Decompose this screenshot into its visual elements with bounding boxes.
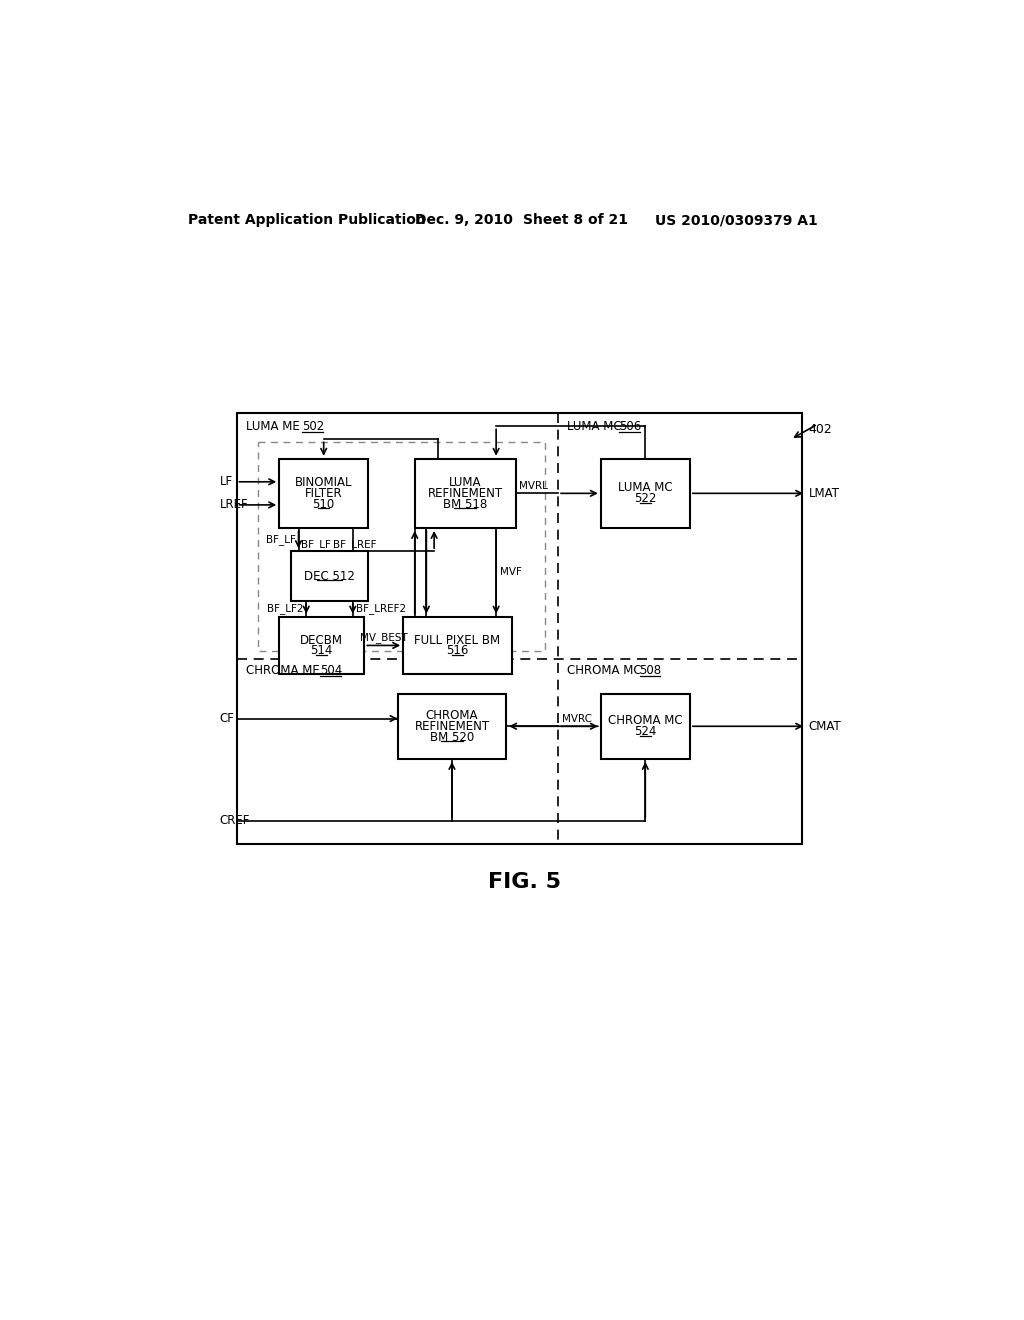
- Text: 506: 506: [620, 420, 642, 433]
- Text: LUMA ME: LUMA ME: [246, 420, 303, 433]
- Text: REFINEMENT: REFINEMENT: [428, 487, 503, 500]
- Text: BF_LF2: BF_LF2: [266, 603, 303, 614]
- Text: BF_LF: BF_LF: [265, 535, 295, 545]
- Text: BF_LREF: BF_LREF: [334, 540, 377, 550]
- Text: CHROMA: CHROMA: [426, 709, 478, 722]
- Text: BM 518: BM 518: [443, 498, 487, 511]
- Text: MVF: MVF: [500, 568, 522, 577]
- Bar: [258, 442, 545, 651]
- Text: 524: 524: [634, 725, 656, 738]
- Text: BF_LF: BF_LF: [301, 540, 331, 550]
- Text: 516: 516: [446, 644, 469, 657]
- Text: MV_BEST: MV_BEST: [359, 632, 408, 643]
- Text: Dec. 9, 2010: Dec. 9, 2010: [415, 213, 513, 227]
- Text: FIG. 5: FIG. 5: [488, 873, 561, 892]
- Text: LF: LF: [219, 475, 232, 488]
- Text: CHROMA ME: CHROMA ME: [246, 664, 324, 677]
- Text: 402: 402: [809, 422, 833, 436]
- Text: LREF: LREF: [219, 499, 248, 511]
- Text: DEC 512: DEC 512: [304, 570, 355, 582]
- Bar: [237, 412, 802, 843]
- Bar: [601, 459, 690, 528]
- Text: LUMA: LUMA: [449, 477, 481, 490]
- Text: 510: 510: [312, 498, 335, 511]
- Text: BINOMIAL: BINOMIAL: [295, 477, 352, 490]
- Bar: [415, 459, 515, 528]
- Text: 508: 508: [640, 664, 662, 677]
- Text: CHROMA MC: CHROMA MC: [608, 714, 683, 727]
- Text: CREF: CREF: [219, 814, 250, 828]
- Text: CHROMA MC: CHROMA MC: [567, 664, 646, 677]
- Text: BF_LREF2: BF_LREF2: [356, 603, 406, 614]
- Text: Sheet 8 of 21: Sheet 8 of 21: [523, 213, 629, 227]
- Text: 502: 502: [302, 420, 325, 433]
- Text: LUMA MC: LUMA MC: [567, 420, 626, 433]
- Text: MVRL: MVRL: [519, 480, 548, 491]
- Text: LMAT: LMAT: [809, 487, 840, 500]
- Text: REFINEMENT: REFINEMENT: [415, 719, 489, 733]
- Bar: [397, 693, 506, 759]
- Text: US 2010/0309379 A1: US 2010/0309379 A1: [655, 213, 818, 227]
- Text: DECBM: DECBM: [300, 634, 343, 647]
- Text: CMAT: CMAT: [809, 719, 841, 733]
- Text: BM 520: BM 520: [430, 730, 474, 743]
- Bar: [280, 616, 365, 675]
- Bar: [601, 693, 690, 759]
- Text: MVRC: MVRC: [562, 714, 592, 723]
- Text: FILTER: FILTER: [305, 487, 342, 500]
- Text: CF: CF: [219, 711, 234, 725]
- Text: 514: 514: [310, 644, 333, 657]
- Text: 522: 522: [634, 492, 656, 506]
- Text: Patent Application Publication: Patent Application Publication: [188, 213, 426, 227]
- Bar: [403, 616, 512, 675]
- Text: LUMA MC: LUMA MC: [618, 482, 673, 495]
- Bar: [280, 459, 369, 528]
- Bar: [291, 552, 369, 601]
- Text: FULL PIXEL BM: FULL PIXEL BM: [415, 634, 501, 647]
- Text: 504: 504: [321, 664, 342, 677]
